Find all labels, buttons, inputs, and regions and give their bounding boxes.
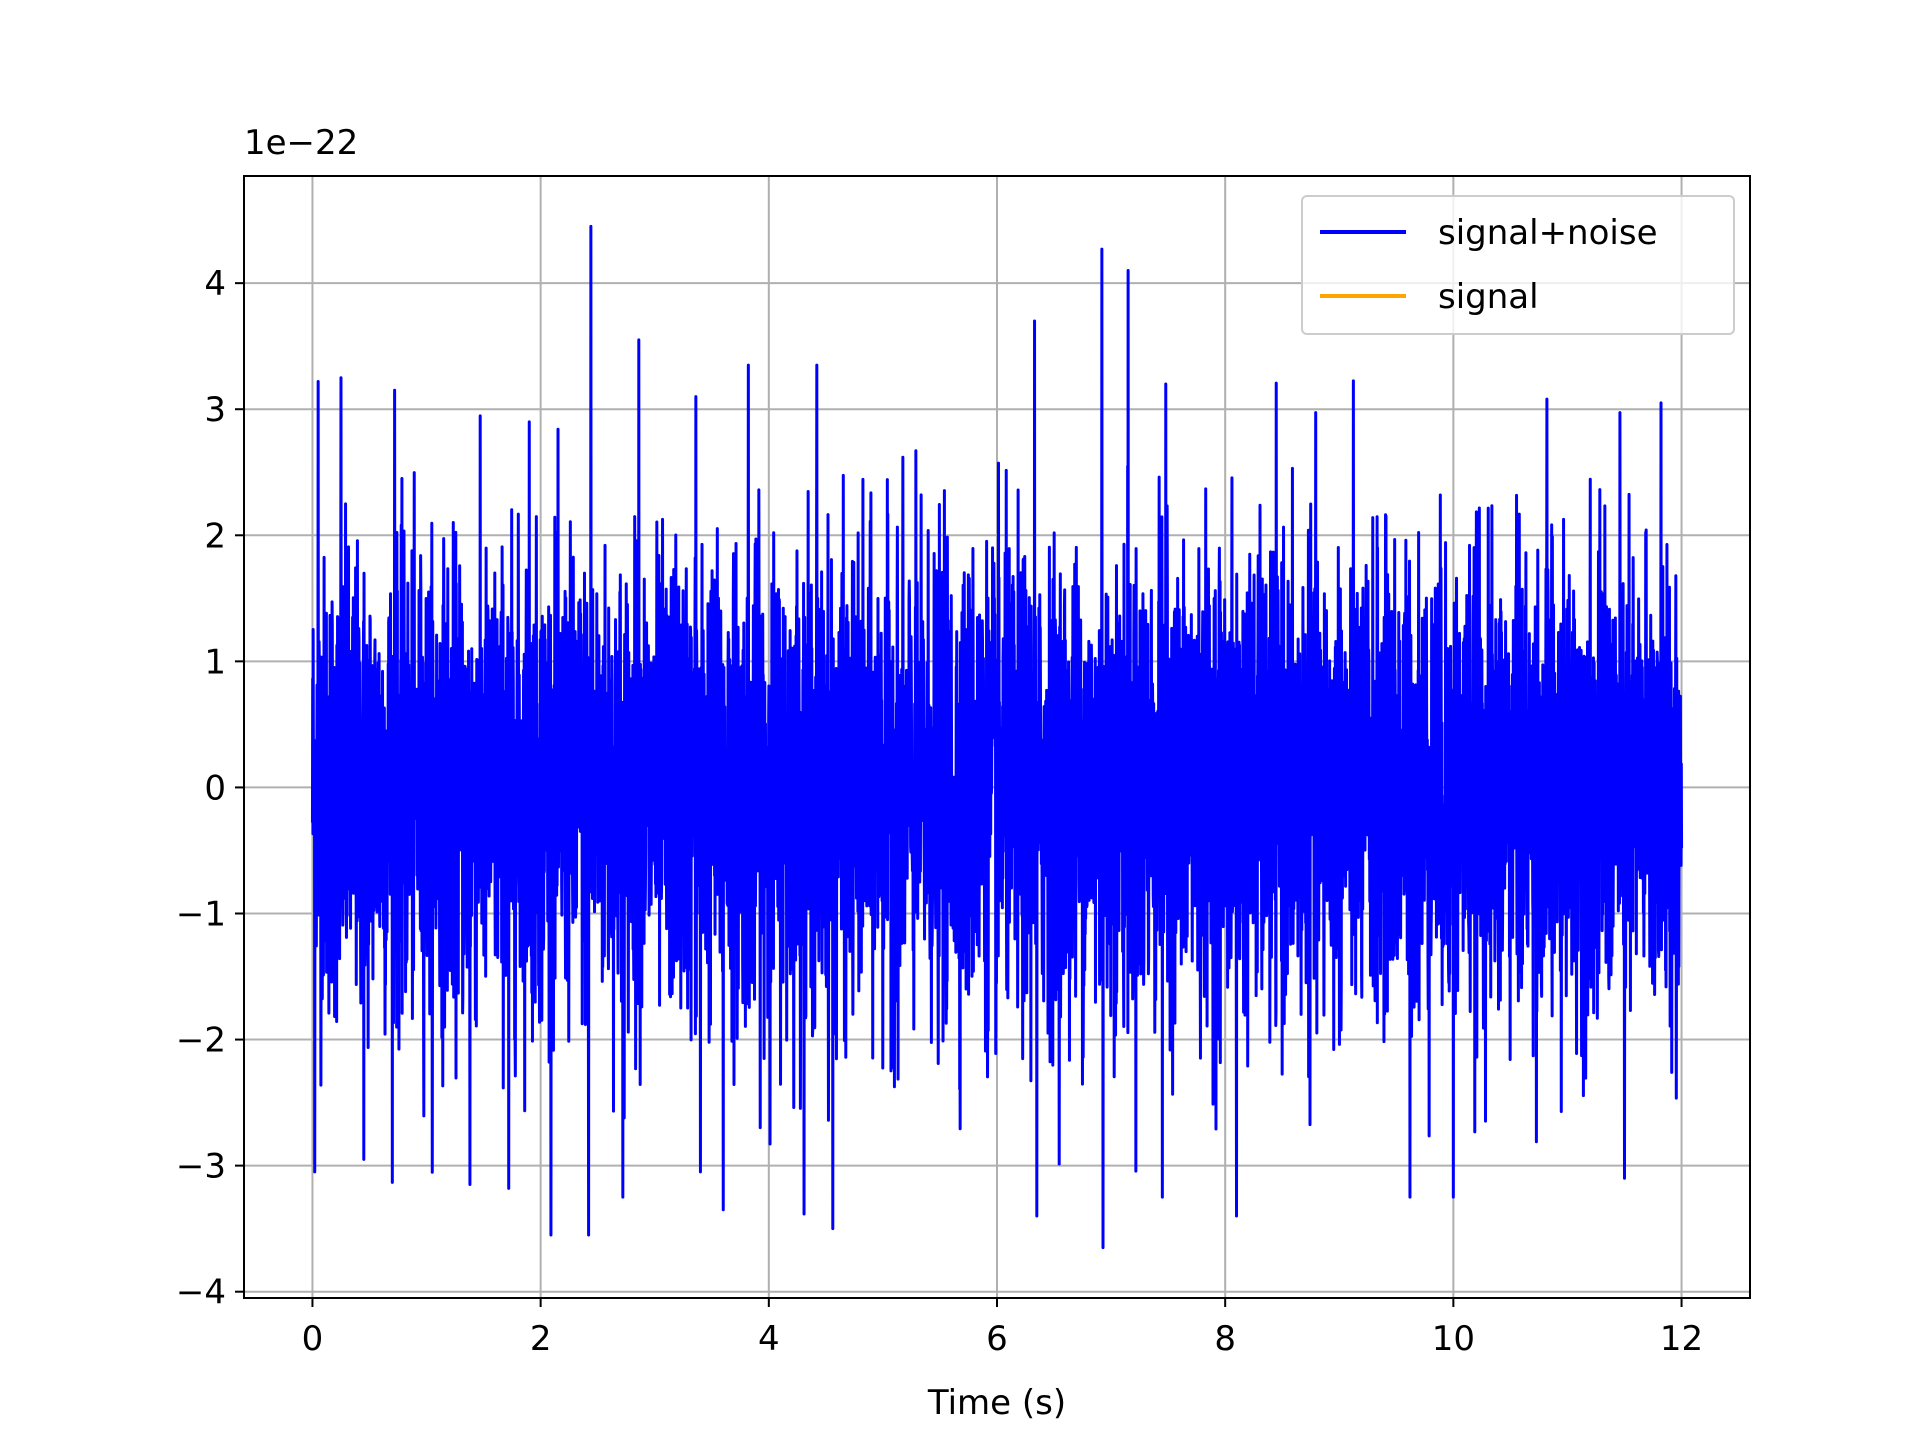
y-tick-label: −4 xyxy=(176,1273,226,1313)
x-tick-label: 0 xyxy=(302,1319,324,1359)
x-tick-label: 12 xyxy=(1660,1319,1703,1359)
y-tick-label: −1 xyxy=(176,894,226,934)
legend: signal+noise signal xyxy=(1301,195,1735,335)
x-tick-label: 6 xyxy=(986,1319,1008,1359)
plot-area xyxy=(310,224,1684,1250)
x-tick-label: 10 xyxy=(1432,1319,1475,1359)
y-tick-label: 0 xyxy=(204,768,226,808)
y-tick-label: 1 xyxy=(204,642,226,682)
x-tick-label: 2 xyxy=(530,1319,552,1359)
legend-label-signal: signal xyxy=(1438,277,1539,317)
legend-label-signal-noise: signal+noise xyxy=(1438,213,1658,253)
y-tick-label: −3 xyxy=(176,1147,226,1187)
y-tick-label: 4 xyxy=(204,264,226,304)
x-tick-label: 8 xyxy=(1214,1319,1236,1359)
legend-box xyxy=(1301,195,1735,335)
y-tick-label: 3 xyxy=(204,390,226,430)
y-tick-label: −2 xyxy=(176,1021,226,1061)
x-tick-label: 4 xyxy=(758,1319,780,1359)
x-axis-label: Time (s) xyxy=(927,1383,1066,1423)
y-tick-label: 2 xyxy=(204,516,226,556)
series-line-signal-noise xyxy=(310,224,1684,1250)
y-offset-label: 1e−22 xyxy=(244,123,358,163)
